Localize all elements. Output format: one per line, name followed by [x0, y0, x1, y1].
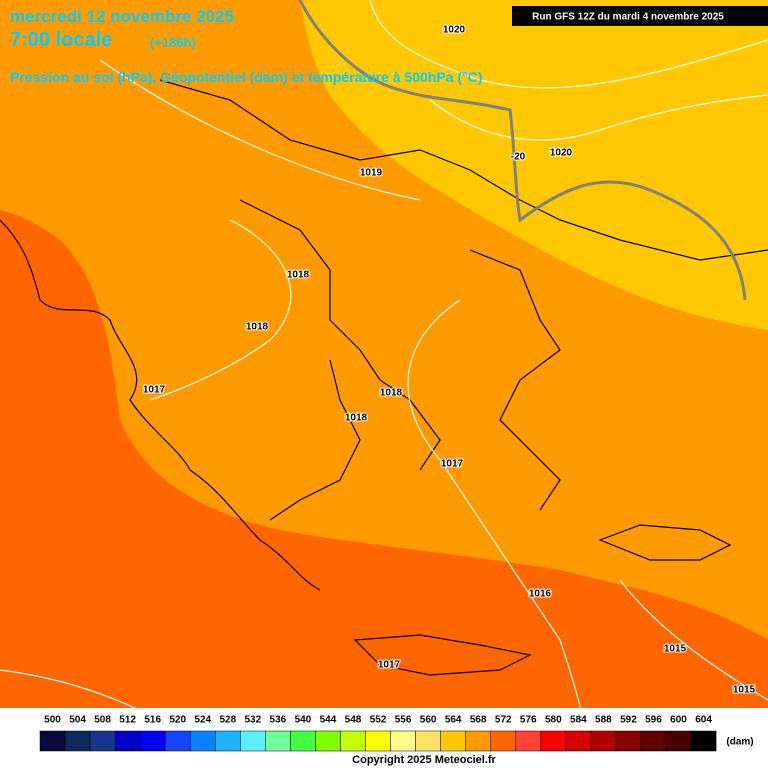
- colorbar-label: 564: [445, 715, 462, 726]
- colorbar-label: 592: [620, 715, 637, 726]
- colorbar-label: 520: [169, 715, 186, 726]
- contour-label: 1017: [378, 660, 401, 671]
- contour-label: 1019: [360, 168, 383, 179]
- time: 7:00 locale: [10, 29, 112, 51]
- colorbar-swatch: [490, 730, 517, 752]
- colorbar-label: 548: [345, 715, 362, 726]
- copyright: Copyright 2025 Meteociel.fr: [352, 754, 496, 766]
- colorbar-label: 568: [470, 715, 487, 726]
- colorbar-swatch: [265, 730, 291, 752]
- colorbar-swatch: [164, 730, 191, 752]
- colorbar-label: 540: [295, 715, 312, 726]
- colorbar-swatch: [540, 730, 567, 752]
- colorbar-label: 604: [695, 715, 712, 726]
- colorbar-label: 580: [545, 715, 562, 726]
- colorbar-swatch: [114, 730, 141, 752]
- colorbar-swatch: [440, 730, 466, 752]
- colorbar-label: 532: [244, 715, 261, 726]
- contour-label: 1018: [246, 322, 269, 333]
- colorbar-label: 600: [670, 715, 687, 726]
- colorbar-label: 588: [595, 715, 612, 726]
- colorbar-label: 508: [94, 715, 111, 726]
- contour-label: 1017: [143, 385, 166, 396]
- colorbar-label: 560: [420, 715, 437, 726]
- colorbar-label: 524: [194, 715, 211, 726]
- colorbar-label: 584: [570, 715, 587, 726]
- colorbar-swatch: [390, 730, 416, 752]
- run-info: Run GFS 12Z du mardi 4 novembre 2025: [532, 12, 724, 23]
- contour-label: 1020: [550, 148, 573, 159]
- colorbar-label: 544: [320, 715, 337, 726]
- colorbar-label: 536: [270, 715, 287, 726]
- coastlines: [0, 79, 768, 676]
- colorbar-label: 572: [495, 715, 512, 726]
- isotherm--20: [298, 0, 747, 301]
- title: mercredi 12 novembre 2025: [10, 7, 234, 26]
- colorbar-swatch: [340, 730, 366, 752]
- colorbar-swatch: [290, 730, 316, 752]
- colorbar-swatch: [215, 730, 241, 752]
- subtitle: Pression au sol (hPa), Géopotentiel (dam…: [10, 69, 482, 85]
- lead-time: (+186h): [150, 35, 196, 50]
- colorbar-swatch: [89, 730, 116, 752]
- contour-label: 1018: [380, 388, 403, 399]
- contour-label: -20: [511, 152, 526, 163]
- colorbar-unit: (dam): [726, 737, 753, 748]
- colorbar-swatch: [315, 730, 341, 752]
- colorbar-label: 500: [44, 715, 61, 726]
- contour-label: 1020: [443, 25, 466, 36]
- colorbar-swatch: [415, 730, 441, 752]
- colorbar-swatch: [139, 730, 166, 752]
- contour-label: 1015: [664, 644, 687, 655]
- colorbar-swatch: [64, 730, 91, 752]
- colorbar-swatch: [189, 730, 216, 752]
- contour-label: 1018: [345, 413, 368, 424]
- contour-label: 1015: [733, 685, 756, 696]
- colorbar-swatch: [665, 730, 692, 752]
- colorbar-label: 552: [370, 715, 387, 726]
- colorbar-swatch: [240, 730, 266, 752]
- run-box: [512, 6, 768, 26]
- colorbar-label: 516: [144, 715, 161, 726]
- colorbar-label: 576: [520, 715, 537, 726]
- colorbar-label: 504: [69, 715, 86, 726]
- colorbar-label: 556: [395, 715, 412, 726]
- colorbar-swatch: [615, 730, 642, 752]
- contour-label: 1017: [441, 459, 464, 470]
- colorbar-swatch: [465, 730, 491, 752]
- colorbar-swatch: [690, 730, 717, 752]
- contour-label: 1016: [529, 589, 552, 600]
- colorbar-label: 528: [219, 715, 236, 726]
- contour-label: 1018: [287, 270, 310, 281]
- colorbar-label: 596: [645, 715, 662, 726]
- colorbar-swatch: [39, 730, 66, 752]
- colorbar-swatch: [515, 730, 542, 752]
- colorbar-swatch: [365, 730, 391, 752]
- colorbar-swatch: [565, 730, 592, 752]
- colorbar-swatch: [590, 730, 617, 752]
- colorbar-swatch: [640, 730, 667, 752]
- colorbar-label: 512: [119, 715, 136, 726]
